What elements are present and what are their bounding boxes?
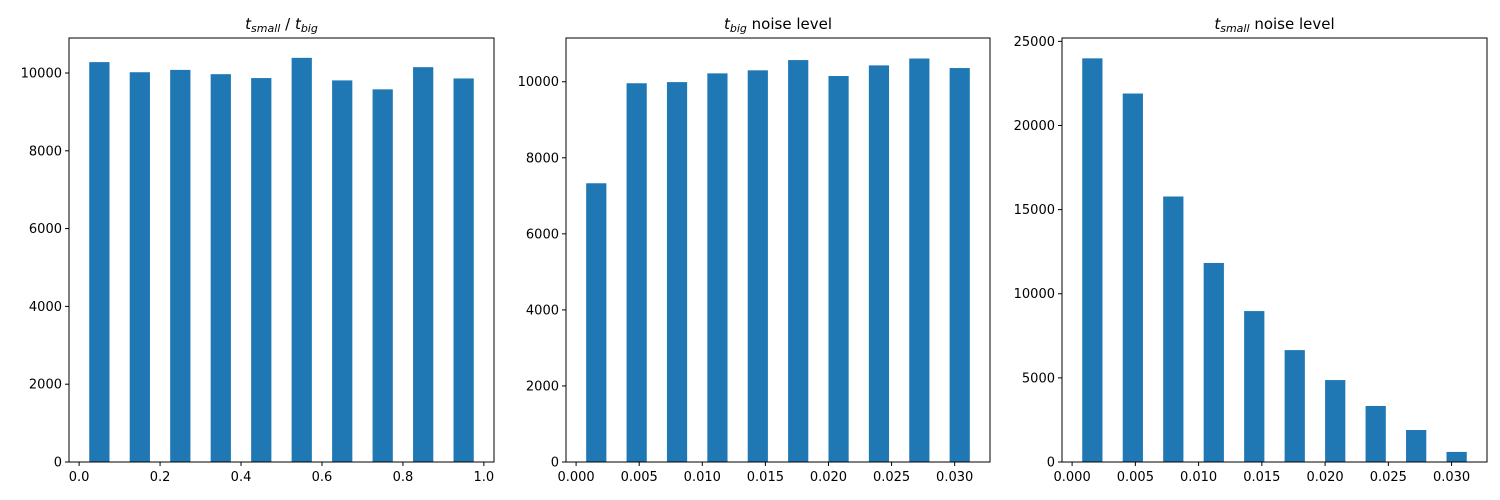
x-tick-label: 0.020	[1306, 470, 1343, 485]
title-segment: big	[730, 22, 747, 35]
x-tick-label: 0.015	[747, 470, 784, 485]
bar	[626, 83, 647, 462]
chart-panel-3: 0.000 0.005 0.010 0.015 0.020 0.025 0.030 0 5000…	[1014, 15, 1488, 485]
bar	[1446, 451, 1467, 462]
bar	[453, 78, 474, 463]
title-segment: noise level	[1250, 15, 1335, 33]
bar	[909, 58, 930, 462]
chart-panel-2: 0.000 0.005 0.010 0.015 0.020 0.025 0.030 0 2000…	[518, 15, 991, 485]
bar	[291, 57, 312, 463]
bar	[1365, 405, 1386, 462]
y-tick-label: 2000	[526, 379, 559, 394]
bar	[210, 74, 231, 463]
bar	[707, 73, 728, 463]
y-tick-label: 6000	[29, 222, 62, 237]
title-segment: big	[301, 22, 318, 35]
bar	[1082, 58, 1103, 463]
title-segment: small	[1220, 22, 1249, 35]
x-tick-label: 0.015	[1243, 470, 1280, 485]
bar	[1203, 262, 1224, 462]
bar	[666, 82, 688, 463]
x-tick-label: 0.030	[936, 470, 973, 485]
bar	[868, 65, 890, 462]
bar	[413, 67, 434, 463]
x-tick-label: 0.025	[1370, 470, 1407, 485]
y-tick-label: 10000	[1014, 287, 1055, 302]
y-tick-label: 4000	[29, 300, 62, 315]
axes-frame	[68, 37, 495, 463]
y-tick-label: 25000	[1014, 35, 1055, 50]
y-tick-label: 4000	[526, 303, 559, 318]
bar	[788, 60, 809, 463]
bar	[1244, 311, 1265, 462]
x-tick-label: 0.005	[621, 470, 658, 485]
x-tick-label: 0.6	[312, 470, 333, 485]
x-tick-label: 0.2	[150, 470, 171, 485]
y-tick-label: 8000	[526, 151, 559, 166]
y-tick-label: 5000	[1022, 371, 1055, 386]
x-tick-label: 0.005	[1117, 470, 1154, 485]
x-tick-label: 0.000	[1054, 470, 1091, 485]
title-segment: noise level	[747, 15, 832, 33]
x-tick-label: 0.030	[1433, 470, 1470, 485]
title-segment: t	[1214, 15, 1221, 33]
axes-frame	[1061, 37, 1488, 463]
x-tick-label: 0.4	[231, 470, 252, 485]
y-tick-label: 0	[54, 456, 62, 471]
title-segment: small	[251, 22, 280, 35]
bar	[586, 183, 607, 462]
y-tick-label: 8000	[29, 144, 62, 159]
x-tick-label: 0.010	[1180, 470, 1217, 485]
bar	[747, 70, 768, 462]
y-tick-label: 10000	[518, 75, 559, 90]
bar	[170, 69, 191, 463]
title-segment: t	[295, 15, 302, 33]
bar	[1122, 93, 1143, 463]
bar	[1284, 350, 1305, 462]
chart-panel-1: 0.0 0.2 0.4 0.6 0.8 1.0 0 2000 4000 6000 8000 10000…	[21, 15, 495, 485]
y-tick-label: 20000	[1014, 119, 1055, 134]
title-segment: t	[245, 15, 252, 33]
x-tick-label: 0.8	[393, 470, 414, 485]
y-tick-label: 0	[1047, 456, 1055, 471]
bar	[372, 89, 393, 462]
bar	[1163, 196, 1184, 462]
bar	[949, 68, 970, 462]
y-tick-label: 0	[551, 456, 559, 471]
x-tick-label: 0.000	[557, 470, 594, 485]
y-tick-label: 15000	[1014, 203, 1055, 218]
axes-frame	[565, 37, 991, 463]
chart-title: tbig noise level	[724, 15, 832, 35]
bar	[89, 62, 110, 463]
chart-title: tsmall / tbig	[245, 15, 318, 35]
y-tick-label: 10000	[21, 67, 62, 82]
title-segment: t	[724, 15, 731, 33]
bar	[1406, 430, 1427, 462]
bar	[251, 78, 272, 462]
x-tick-label: 0.020	[810, 470, 847, 485]
title-segment: /	[280, 15, 295, 33]
bar	[1325, 380, 1346, 462]
bar	[129, 72, 150, 462]
y-tick-label: 2000	[29, 378, 62, 393]
x-tick-label: 0.010	[684, 470, 721, 485]
bar	[332, 80, 353, 463]
bar	[828, 76, 849, 462]
x-tick-label: 0.0	[69, 470, 90, 485]
y-tick-label: 6000	[526, 227, 559, 242]
x-tick-label: 1.0	[474, 470, 495, 485]
x-tick-label: 0.025	[873, 470, 910, 485]
chart-title: tsmall noise level	[1214, 15, 1334, 35]
